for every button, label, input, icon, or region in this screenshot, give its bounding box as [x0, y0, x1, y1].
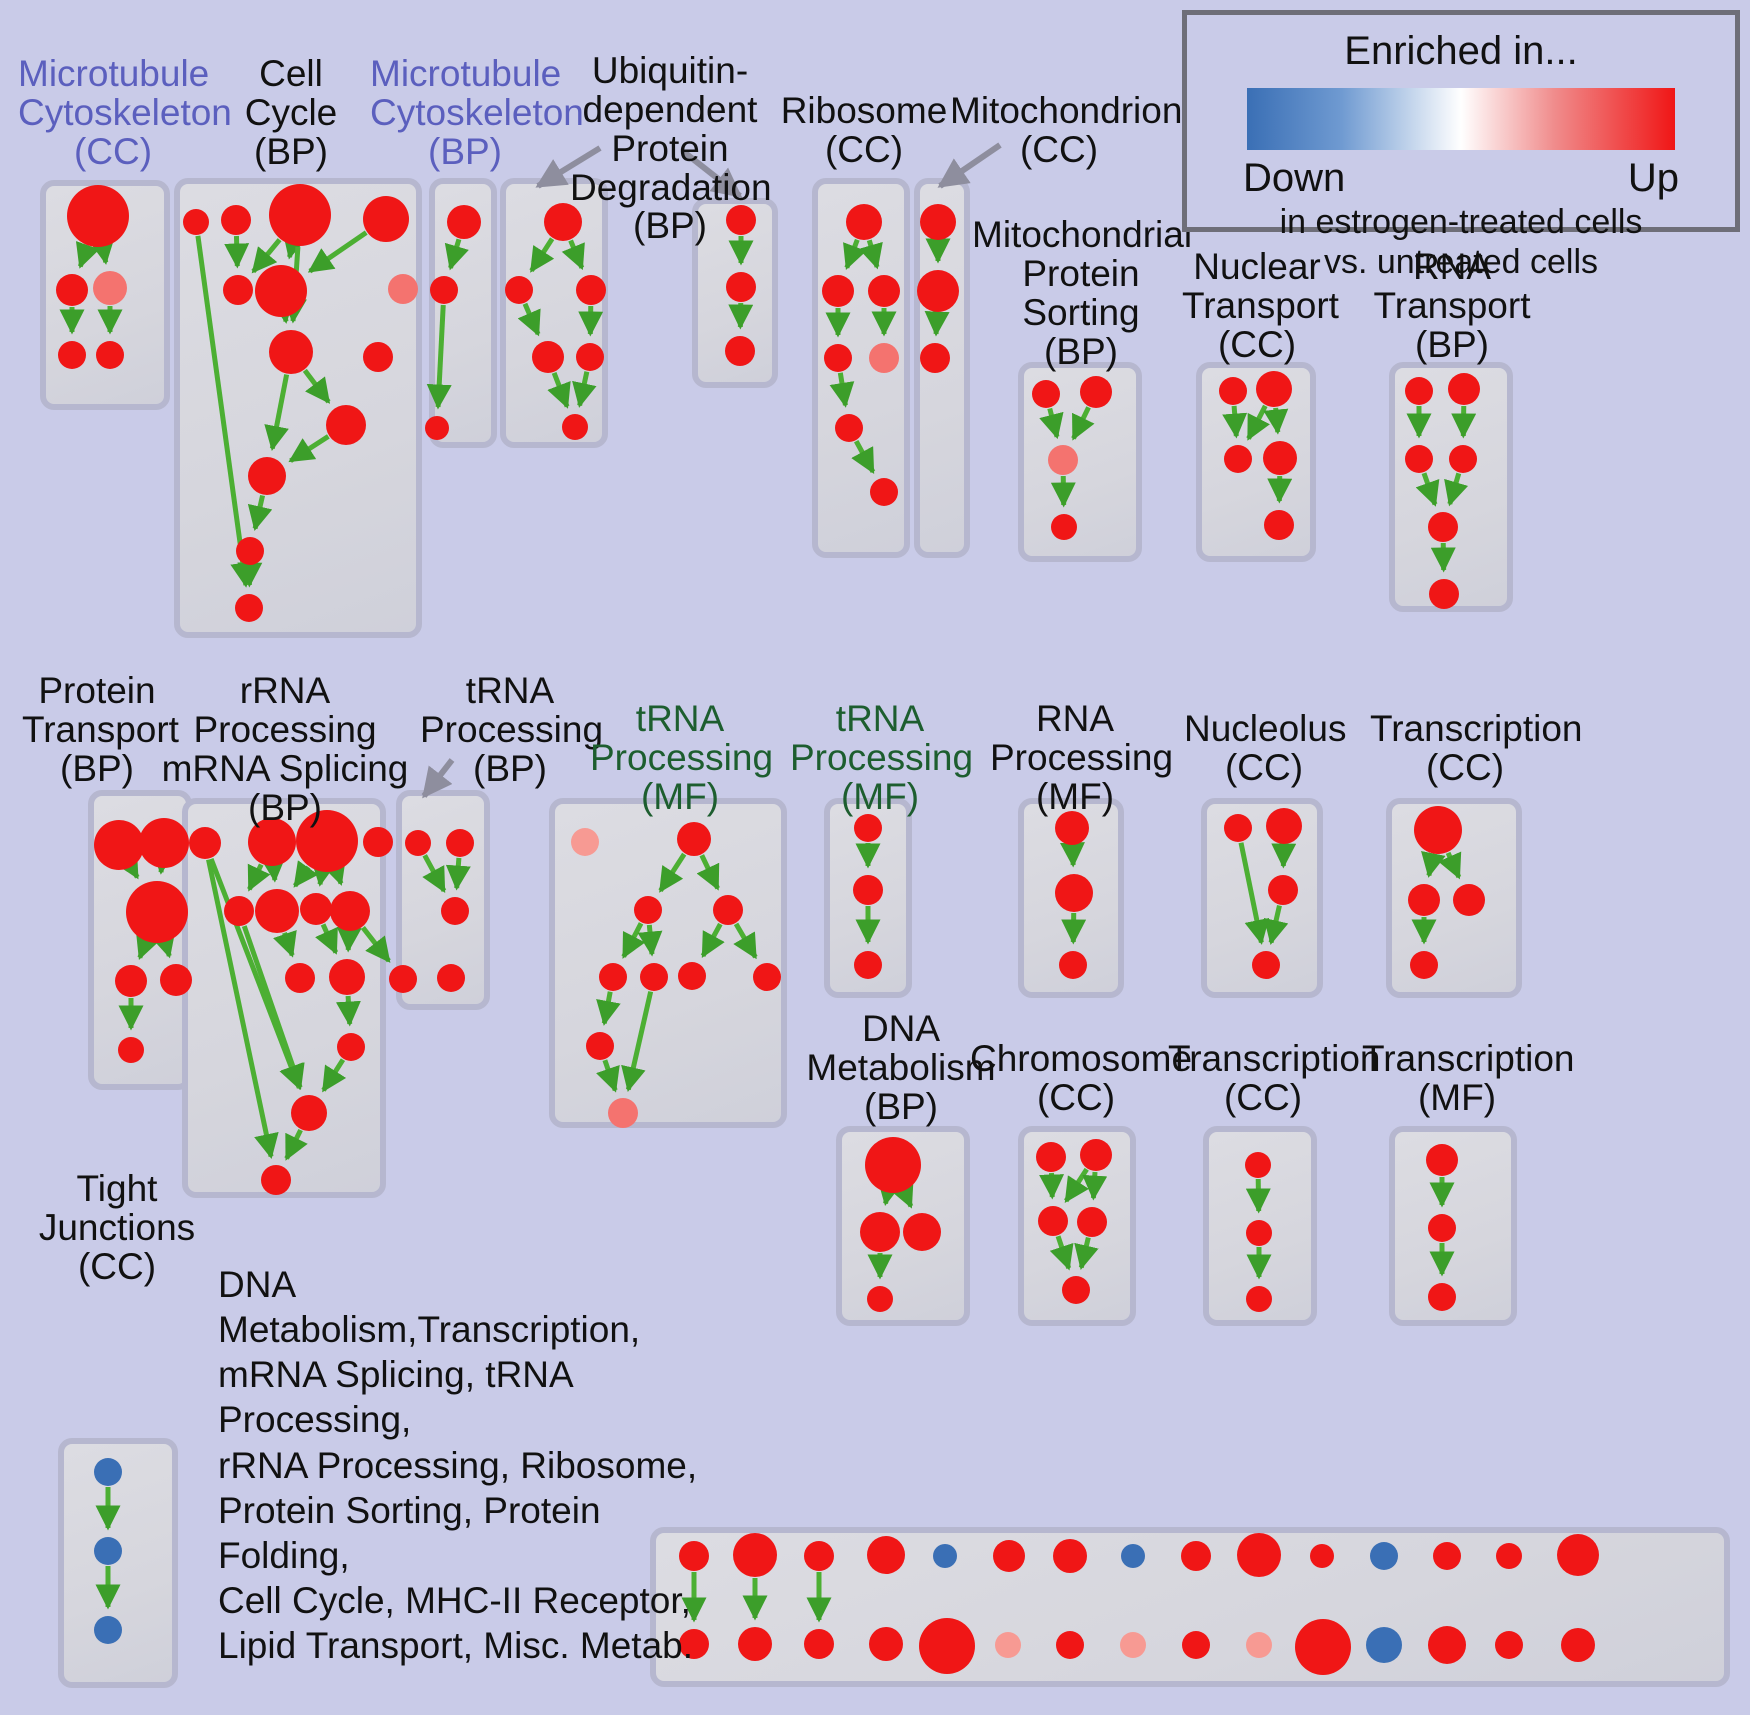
- cluster-label-nuclear-transport-cc: Nuclear Transport (CC): [1182, 246, 1339, 365]
- cluster-box-transcription-cc-2: [1203, 1126, 1317, 1326]
- cluster-label-chromosome-cc: Chromosome (CC): [970, 1038, 1193, 1118]
- legend-panel: Enriched in... Down Up in estrogen-treat…: [1182, 10, 1740, 281]
- cluster-box-chromosome-cc: [1018, 1126, 1136, 1326]
- cluster-box-microtubule-cytoskeleton-cc: [40, 180, 170, 410]
- cluster-label-dna-metabolism-bp: DNA Metabolism (BP): [806, 1008, 996, 1127]
- cluster-label-rna-transport-bp: RNA Transport (BP): [1373, 246, 1531, 365]
- legend-color-gradient: [1247, 88, 1675, 150]
- cluster-box-transcription-cc-1: [1386, 798, 1522, 998]
- cluster-box-cell-cycle-bp: [174, 178, 422, 638]
- cluster-label-mitochondrion-cc: Mitochondrion (CC): [950, 90, 1183, 170]
- cluster-box-microtubule-cytoskeleton-bp: [429, 178, 497, 448]
- cluster-box-ribosome-cc: [812, 178, 910, 558]
- cluster-label-rrna-processing-mrna-splicing-bp: rRNA Processing mRNA Splicing (BP): [161, 670, 409, 828]
- cluster-box-tight-junctions-cc: [58, 1438, 178, 1688]
- legend-title: Enriched in...: [1344, 29, 1578, 73]
- legend-high-label: Up: [1627, 156, 1679, 200]
- cluster-label-microtubule-cytoskeleton-bp: Microtubule Cytoskeleton (BP): [370, 53, 584, 172]
- cluster-box-rna-transport-bp: [1389, 362, 1513, 612]
- cluster-box-mitochondrion-cc: [914, 178, 970, 558]
- cluster-box-nuclear-transport-cc: [1196, 362, 1316, 562]
- cluster-label-tight-junctions-cc: Tight Junctions (CC): [38, 1168, 196, 1287]
- cluster-label-cell-cycle-bp: Cell Cycle (BP): [244, 53, 338, 172]
- cluster-box-transcription-mf: [1389, 1126, 1517, 1326]
- cluster-box-nucleolus-cc: [1201, 798, 1323, 998]
- cluster-box-trna-processing-bp: [396, 790, 490, 1010]
- cluster-label-transcription-cc-2: Transcription (CC): [1168, 1038, 1381, 1118]
- cluster-box-rna-processing-mf-left: [824, 798, 912, 998]
- legend-subtitle-line2: vs. untreated cells: [1323, 243, 1599, 282]
- cluster-label-ribosome-cc: Ribosome (CC): [780, 90, 948, 170]
- cluster-label-protein-transport-bp: Protein Transport (BP): [22, 670, 179, 789]
- cluster-box-mitochondrial-protein-sorting-bp: [1018, 362, 1142, 562]
- cluster-label-nucleolus-cc: Nucleolus (CC): [1184, 708, 1347, 788]
- cluster-label-transcription-mf: Transcription (MF): [1362, 1038, 1575, 1118]
- cluster-label-mitochondrial-protein-sorting-bp: Mitochondrial Protein Sorting (BP): [972, 214, 1193, 372]
- legend-subtitle-line1: in estrogen-treated cells: [1279, 203, 1643, 241]
- cluster-label-trna-processing-mf-1: tRNA Processing (MF): [590, 698, 774, 817]
- cluster-label-rna-processing-mf: RNA Processing (MF): [990, 698, 1174, 817]
- cluster-label-ubiquitin-protein-degradation-bp: Ubiquitin- dependent Protein Degradation…: [570, 50, 772, 247]
- cluster-box-protein-transport-bp: [88, 790, 192, 1090]
- cluster-label-transcription-cc-1: Transcription (CC): [1370, 708, 1583, 788]
- cluster-box-misc-singletons: [650, 1527, 1730, 1687]
- cluster-box-dna-metabolism-bp: [836, 1126, 970, 1326]
- cluster-label-microtubule-cytoskeleton-cc: Microtubule Cytoskeleton (CC): [18, 53, 232, 172]
- legend-low-label: Down: [1243, 156, 1346, 200]
- cluster-box-rna-processing-mf: [1018, 798, 1124, 998]
- cluster-box-rrna-processing-mrna-splicing-bp: [182, 798, 386, 1198]
- cluster-label-trna-processing-bp: tRNA Processing (BP): [420, 670, 604, 789]
- singleton-note-text: DNA Metabolism,Transcription, mRNA Splic…: [218, 1264, 698, 1666]
- cluster-label-trna-processing-mf-2: tRNA Processing (MF): [790, 698, 974, 817]
- cluster-box-trna-processing-mf-1: [549, 798, 787, 1128]
